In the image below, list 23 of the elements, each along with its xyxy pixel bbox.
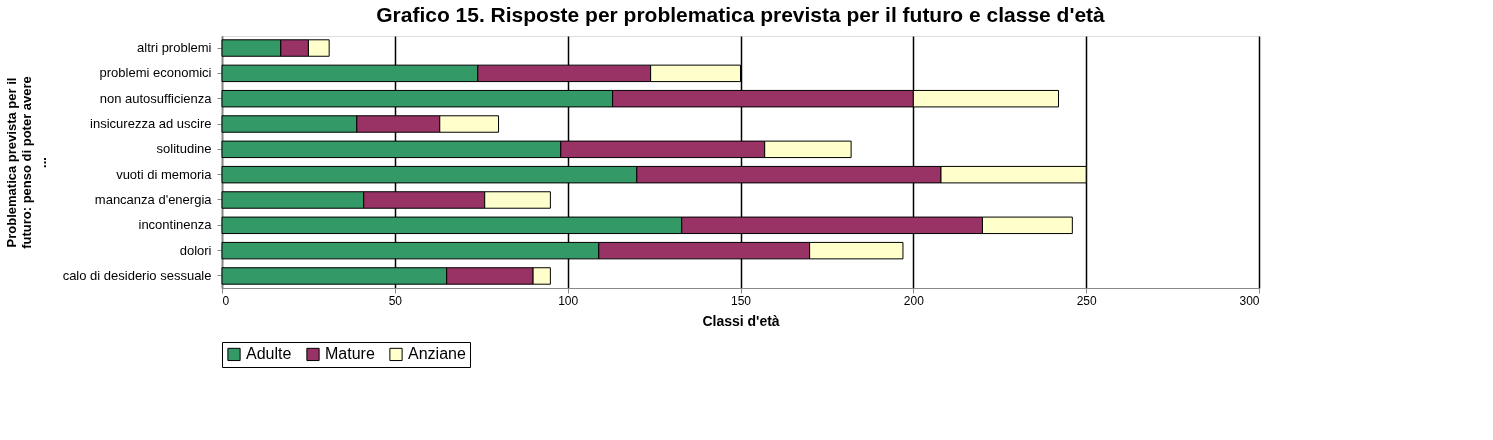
x-tick-label: 50 — [388, 293, 403, 308]
y-axis-title: Problematica prevista per il futuro: penso di poter avere ... — [3, 76, 49, 249]
x-tick-label: 200 — [903, 293, 925, 308]
y-tick-label: solitudine — [156, 141, 212, 157]
y-tick-label: mancanza d'energia — [94, 191, 213, 207]
y-tick-label: problemi economici — [99, 65, 212, 81]
legend-label: Adulte — [246, 345, 292, 363]
x-axis-title: Classi d'età — [702, 312, 780, 329]
y-tick-label: non autosufficienza — [99, 90, 213, 106]
y-tick-label: vuoti di memoria — [116, 166, 213, 182]
y-tick-label: insicurezza ad uscire — [90, 116, 212, 132]
y-tick-label: altri problemi — [137, 40, 212, 56]
legend-label: Mature — [325, 345, 375, 363]
y-tick-label: dolori — [179, 242, 212, 258]
x-tick-label: 100 — [558, 293, 579, 308]
x-tick-label: 250 — [1076, 293, 1097, 308]
x-tick-label: 0 — [222, 293, 230, 308]
y-tick-label: incontinenza — [138, 217, 213, 233]
chart-title: Grafico 15. Risposte per problematica prevista per il futuro e classe d'età — [376, 3, 1106, 26]
x-tick-label: 150 — [730, 293, 752, 308]
legend-label: Anziane — [408, 345, 466, 363]
x-tick-label: 300 — [1239, 293, 1260, 308]
y-tick-label: calo di desiderio sessuale — [62, 267, 212, 283]
